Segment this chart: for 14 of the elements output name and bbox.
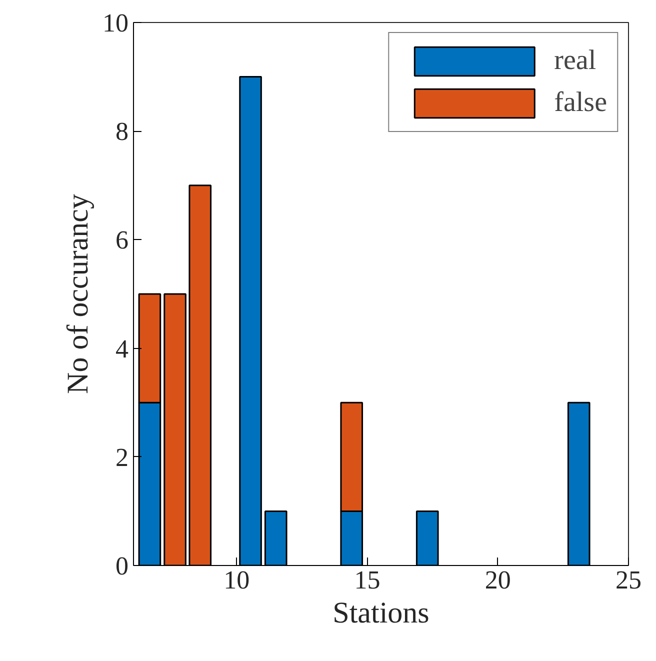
legend-label: false xyxy=(554,87,607,119)
x-axis-title: Stations xyxy=(332,596,430,630)
x-tick-label: 25 xyxy=(616,566,642,594)
y-tick-label: 10 xyxy=(102,8,128,38)
x-tick-label: 15 xyxy=(354,566,380,594)
y-tick-label: 0 xyxy=(116,552,128,580)
y-tick-label: 4 xyxy=(116,334,128,364)
legend-label: real xyxy=(554,45,596,77)
x-tick-label: 20 xyxy=(484,566,511,594)
y-axis-title: No of occurancy xyxy=(62,194,94,394)
y-tick-label: 8 xyxy=(116,117,128,146)
x-tick-label: 10 xyxy=(224,566,250,594)
y-tick-label: 2 xyxy=(116,442,128,472)
y-tick-label: 6 xyxy=(116,226,128,255)
